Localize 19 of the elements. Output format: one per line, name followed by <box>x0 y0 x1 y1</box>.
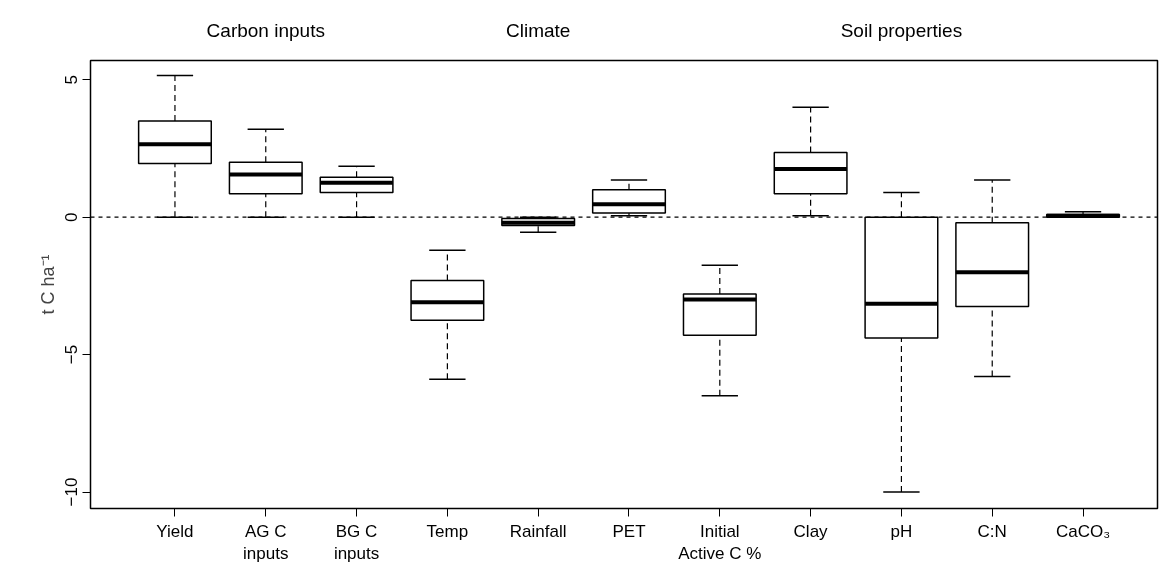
text: Carbon inputs <box>206 19 325 41</box>
y-axis-title: t C ha⁻¹ <box>37 254 58 315</box>
x-tick-label: Clay <box>793 521 829 541</box>
x-tick-label: AG C inputs <box>243 521 289 564</box>
x-tick-label: Rainfall <box>509 521 567 541</box>
x-tick-label: C:N <box>977 521 1007 541</box>
y-tick-label: 0 <box>62 212 82 222</box>
x-tick-label: Temp <box>426 521 469 541</box>
y-tick-label: −10 <box>62 477 82 507</box>
text: Soil properties <box>840 19 963 41</box>
x-tick-label: BG C inputs <box>333 521 380 564</box>
x-tick-label: pH <box>890 521 913 541</box>
x-tick-label: PET <box>612 521 646 541</box>
x-tick-label: CaCO₃ <box>1055 521 1111 541</box>
x-tick-label: Yield <box>156 521 194 541</box>
y-tick-label: −5 <box>62 344 82 365</box>
text: Climate <box>505 19 571 41</box>
x-tick-label: Initial Active C % <box>678 521 762 564</box>
y-tick-label: 5 <box>62 75 82 85</box>
